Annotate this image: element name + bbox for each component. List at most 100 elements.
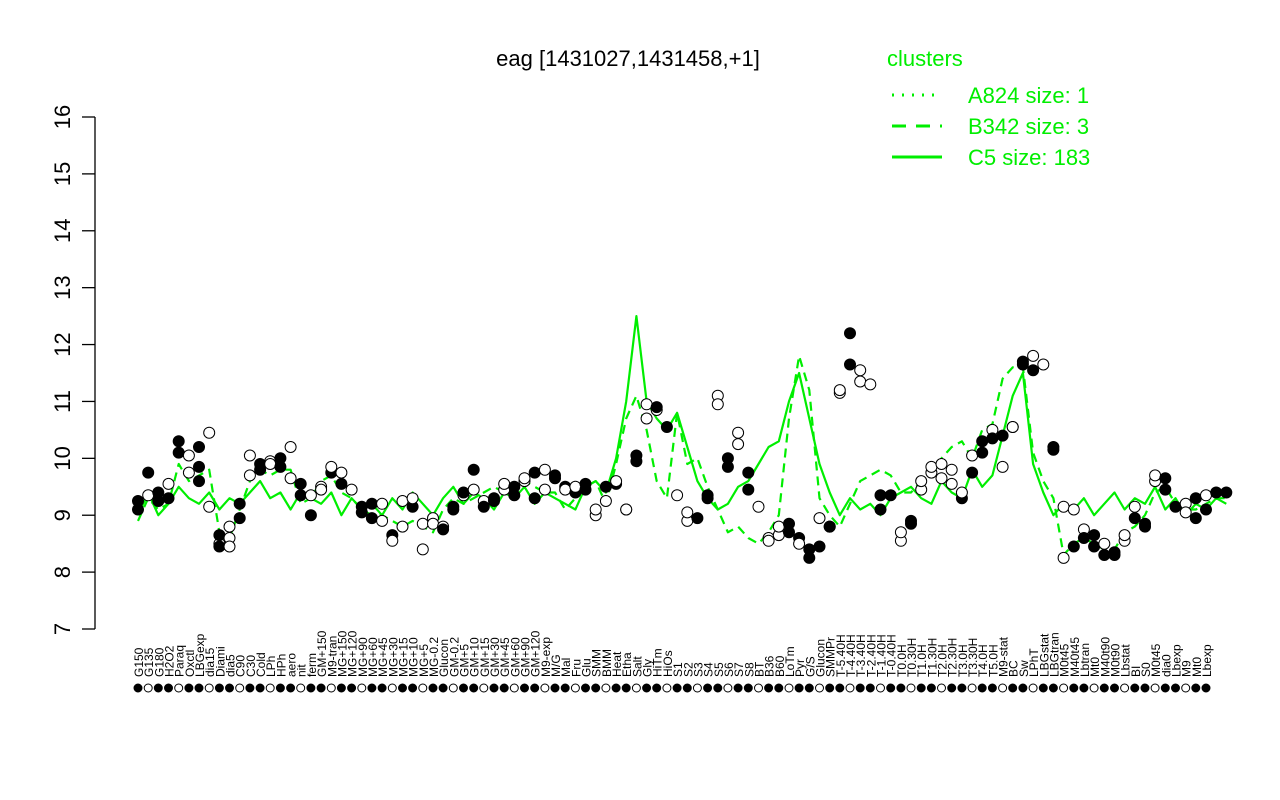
data-point (1016, 355, 1029, 368)
rug-mark (520, 683, 529, 693)
rug-mark (642, 683, 652, 693)
rug-mark (1140, 683, 1150, 693)
data-point (976, 446, 989, 459)
rug-mark (265, 683, 275, 693)
data-point (721, 460, 734, 473)
x-tick-label: SMM (590, 649, 604, 677)
data-point (1037, 358, 1050, 371)
rug-mark (815, 683, 824, 693)
data-point (732, 426, 745, 439)
data-point (599, 480, 612, 493)
data-point (823, 520, 836, 533)
data-point (569, 480, 582, 493)
data-point (732, 438, 745, 451)
data-point (884, 489, 897, 502)
rug-mark (1048, 683, 1058, 693)
data-point (203, 500, 216, 513)
rug-mark (896, 683, 906, 693)
x-tick-label: T-0.40H (885, 634, 899, 677)
rug-mark (947, 683, 957, 693)
rug-mark (286, 683, 296, 693)
x-tick-label: MG+15 (396, 637, 410, 677)
data-point (844, 327, 856, 340)
data-point (844, 358, 856, 371)
x-tick-label: GM+60 (508, 637, 522, 677)
rug-mark (530, 683, 540, 693)
x-tick-label: MG+10 (407, 637, 421, 677)
data-point (1149, 469, 1162, 482)
rug-mark (367, 683, 377, 693)
rug-mark (194, 683, 204, 693)
data-point (162, 477, 175, 490)
rug-mark (692, 683, 702, 693)
rug-mark (1059, 683, 1069, 693)
rug-mark (937, 683, 946, 693)
x-tick-label: M9 (1180, 660, 1194, 677)
data-point (172, 446, 185, 459)
data-point (1210, 486, 1223, 499)
rug-mark (174, 683, 184, 693)
data-point (162, 492, 175, 505)
data-point (528, 466, 541, 479)
x-tick-label: S7 (732, 662, 746, 677)
data-point (304, 509, 317, 522)
data-point (803, 551, 816, 564)
rug-mark (886, 683, 896, 693)
x-tick-label: Oxctl (183, 650, 197, 677)
rug-mark (835, 683, 845, 693)
rug-mark (1160, 683, 1170, 693)
rug-mark (448, 683, 458, 693)
data-point (874, 503, 887, 516)
x-tick-label: S3 (691, 662, 705, 677)
x-tick-label: M40t45 (1068, 637, 1082, 677)
rug-mark (611, 683, 621, 693)
data-point (1006, 421, 1019, 433)
x-tick-label: MG-0.2 (427, 637, 441, 677)
rug-mark (1099, 683, 1109, 693)
data-point (945, 477, 958, 490)
x-tick-label: MG+90 (356, 637, 370, 677)
data-point (996, 460, 1009, 473)
rug-mark (977, 683, 987, 693)
x-tick-label: dia15 (203, 647, 217, 677)
rug-mark (164, 683, 173, 693)
y-tick-label: 8 (50, 566, 75, 578)
x-tick-label: S4 (702, 662, 716, 677)
data-point (854, 375, 867, 388)
data-point (793, 537, 806, 550)
data-point (1077, 532, 1090, 544)
x-tick-label: Glucon (813, 639, 827, 677)
rug-mark (428, 683, 438, 693)
data-point (203, 426, 216, 439)
data-point (1220, 486, 1233, 499)
data-point (691, 512, 704, 525)
y-tick-label: 13 (50, 275, 75, 299)
data-point (650, 401, 663, 414)
x-tick-label: MG+30 (386, 637, 400, 677)
rug-mark (550, 683, 560, 693)
rug-mark (560, 683, 570, 693)
data-point (325, 460, 338, 473)
x-tick-label: T2.0H (936, 644, 950, 677)
legend-entry-b342: B342 size: 3 (968, 114, 1089, 139)
rug-mark (652, 683, 662, 693)
x-tick-label: S1 (671, 662, 685, 677)
data-point (1027, 364, 1040, 377)
rug-mark (153, 683, 163, 693)
x-tick-label: Diami (213, 646, 227, 677)
data-point (833, 384, 846, 397)
rug-mark (255, 683, 265, 693)
x-tick-label: T4.0H (976, 644, 990, 677)
rug-mark (489, 683, 499, 693)
x-tick-label: MG+5 (417, 644, 431, 677)
series-line-dashed (136, 354, 1227, 557)
x-tick-label: Mt0 (1190, 657, 1204, 677)
data-point (1067, 503, 1080, 516)
x-tick-label: T-4.40H (844, 634, 858, 677)
data-point (610, 475, 623, 488)
x-tick-label: Mt0 (1088, 657, 1102, 677)
data-point (1027, 349, 1040, 362)
data-point (416, 543, 429, 556)
data-point (396, 520, 409, 533)
data-point (396, 495, 409, 507)
